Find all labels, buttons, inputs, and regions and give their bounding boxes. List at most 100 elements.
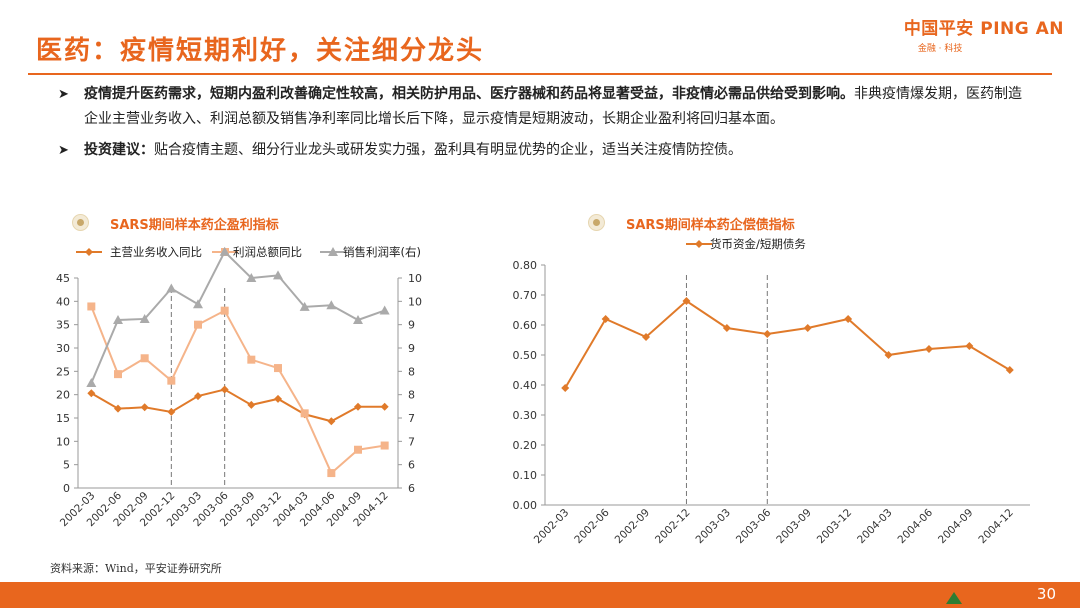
x-tick-label: 2002-03 — [532, 507, 572, 547]
data-point — [354, 402, 362, 411]
data-point — [965, 342, 974, 350]
data-point — [246, 273, 257, 282]
chart-bullet-icon — [72, 214, 89, 231]
y-tick-label: 45 — [56, 272, 70, 285]
data-point — [601, 315, 610, 323]
bullet-bold-text: 疫情提升医药需求，短期内盈利改善确定性较高，相关防护用品、医疗器械和药品将显著受… — [84, 86, 854, 102]
data-point — [763, 330, 772, 338]
y2-tick-label: 8 — [408, 365, 415, 378]
data-point — [274, 364, 282, 373]
legend-label: 主营业务收入同比 — [110, 245, 202, 259]
y2-tick-label: 9 — [408, 319, 415, 332]
y2-tick-label: 10 — [408, 295, 422, 308]
data-point — [220, 306, 229, 315]
data-point — [140, 403, 149, 412]
y-tick-label: 5 — [63, 459, 70, 472]
data-point — [299, 301, 310, 311]
source-note: 资料来源：Wind，平安证券研究所 — [50, 562, 222, 575]
x-tick-label: 2003-09 — [774, 507, 814, 547]
y-tick-label: 0.20 — [513, 439, 538, 452]
data-point — [86, 378, 97, 387]
tree-logo-icon — [946, 592, 962, 604]
y-tick-label: 0.10 — [513, 469, 538, 482]
chart-bullet-icon — [588, 214, 605, 231]
y-tick-label: 0.30 — [513, 409, 538, 422]
footer-bar — [0, 582, 1080, 608]
chart-1-title: SARS期间样本药企盈利指标 — [110, 218, 279, 233]
title-divider — [28, 73, 1052, 75]
data-point — [300, 409, 309, 418]
legend-marker — [85, 248, 93, 256]
data-point — [193, 299, 203, 309]
y-tick-label: 25 — [56, 365, 70, 378]
y-tick-label: 20 — [56, 389, 70, 402]
data-point — [194, 392, 202, 401]
data-point — [722, 324, 731, 332]
data-point — [379, 305, 390, 315]
y-tick-label: 0.50 — [513, 349, 538, 362]
data-point — [327, 469, 336, 478]
y-tick-label: 0.00 — [513, 499, 538, 512]
data-point — [924, 345, 933, 353]
y2-tick-label: 8 — [408, 389, 415, 402]
logo-main-text: 中国平安 PING AN — [903, 19, 1064, 39]
y-tick-label: 0.70 — [513, 289, 538, 302]
data-point — [273, 270, 283, 280]
bullet-text: 非典疫情爆发期，医药制造企业主营业务收入、利润总额及销售净利率同比增长后下降，显… — [84, 86, 1022, 127]
data-point — [642, 333, 651, 341]
y2-tick-label: 10 — [408, 272, 422, 285]
data-point — [87, 302, 96, 311]
data-point — [844, 315, 853, 323]
data-point — [1005, 366, 1014, 374]
data-point — [327, 417, 336, 426]
y2-tick-label: 6 — [408, 459, 415, 472]
y-tick-label: 0.60 — [513, 319, 538, 332]
arrow-bullet-icon: ➤ — [58, 143, 69, 158]
x-tick-label: 2004-12 — [976, 507, 1016, 547]
data-point — [884, 351, 893, 359]
page-number: 30 — [1036, 585, 1056, 603]
y-tick-label: 40 — [56, 295, 70, 308]
arrow-bullet-icon: ➤ — [58, 87, 69, 102]
data-point — [114, 370, 122, 379]
bullet-text: 贴合疫情主题、细分行业龙头或研发实力强，盈利具有明显优势的企业，适当关注疫情防控… — [154, 142, 742, 158]
data-point — [167, 376, 176, 385]
y-tick-label: 0.40 — [513, 379, 538, 392]
data-point — [247, 400, 256, 409]
y-tick-label: 30 — [56, 342, 70, 355]
data-point — [167, 407, 176, 416]
x-tick-label: 2003-03 — [693, 507, 733, 547]
x-tick-label: 2002-09 — [613, 507, 653, 547]
series-line — [90, 388, 385, 423]
legend-label: 利润总额同比 — [233, 245, 302, 259]
data-point — [114, 404, 122, 413]
bullet-bold-text: 投资建议： — [84, 142, 154, 158]
data-point — [353, 315, 363, 324]
bullet-item: ➤ 疫情提升医药需求，短期内盈利改善确定性较高，相关防护用品、医疗器械和药品将显… — [56, 82, 1031, 132]
data-point — [682, 297, 691, 305]
y-tick-label: 15 — [56, 412, 70, 425]
data-point — [140, 354, 149, 363]
legend-label: 货币资金/短期债务 — [710, 237, 806, 251]
series-line — [564, 299, 1011, 389]
page-title: 医药：疫情短期利好，关注细分龙头 — [36, 36, 485, 66]
data-point — [166, 283, 177, 293]
data-point — [803, 324, 812, 332]
data-point — [113, 315, 123, 324]
x-tick-label: 2002-12 — [653, 507, 693, 547]
data-point — [194, 320, 202, 329]
chart-2-title: SARS期间样本药企偿债指标 — [626, 218, 795, 233]
data-point — [326, 300, 337, 310]
y-tick-label: 35 — [56, 319, 70, 332]
data-point — [354, 445, 362, 454]
bullet-list: ➤ 疫情提升医药需求，短期内盈利改善确定性较高，相关防护用品、医疗器械和药品将显… — [56, 82, 1031, 163]
data-point — [561, 384, 570, 392]
data-point — [247, 355, 256, 364]
x-tick-label: 2004-03 — [855, 507, 895, 547]
y-tick-label: 0 — [63, 482, 70, 495]
y2-tick-label: 6 — [408, 482, 415, 495]
x-tick-label: 2003-12 — [815, 507, 855, 547]
data-point — [220, 385, 229, 394]
x-tick-label: 2003-06 — [734, 506, 774, 546]
data-point — [87, 389, 96, 398]
